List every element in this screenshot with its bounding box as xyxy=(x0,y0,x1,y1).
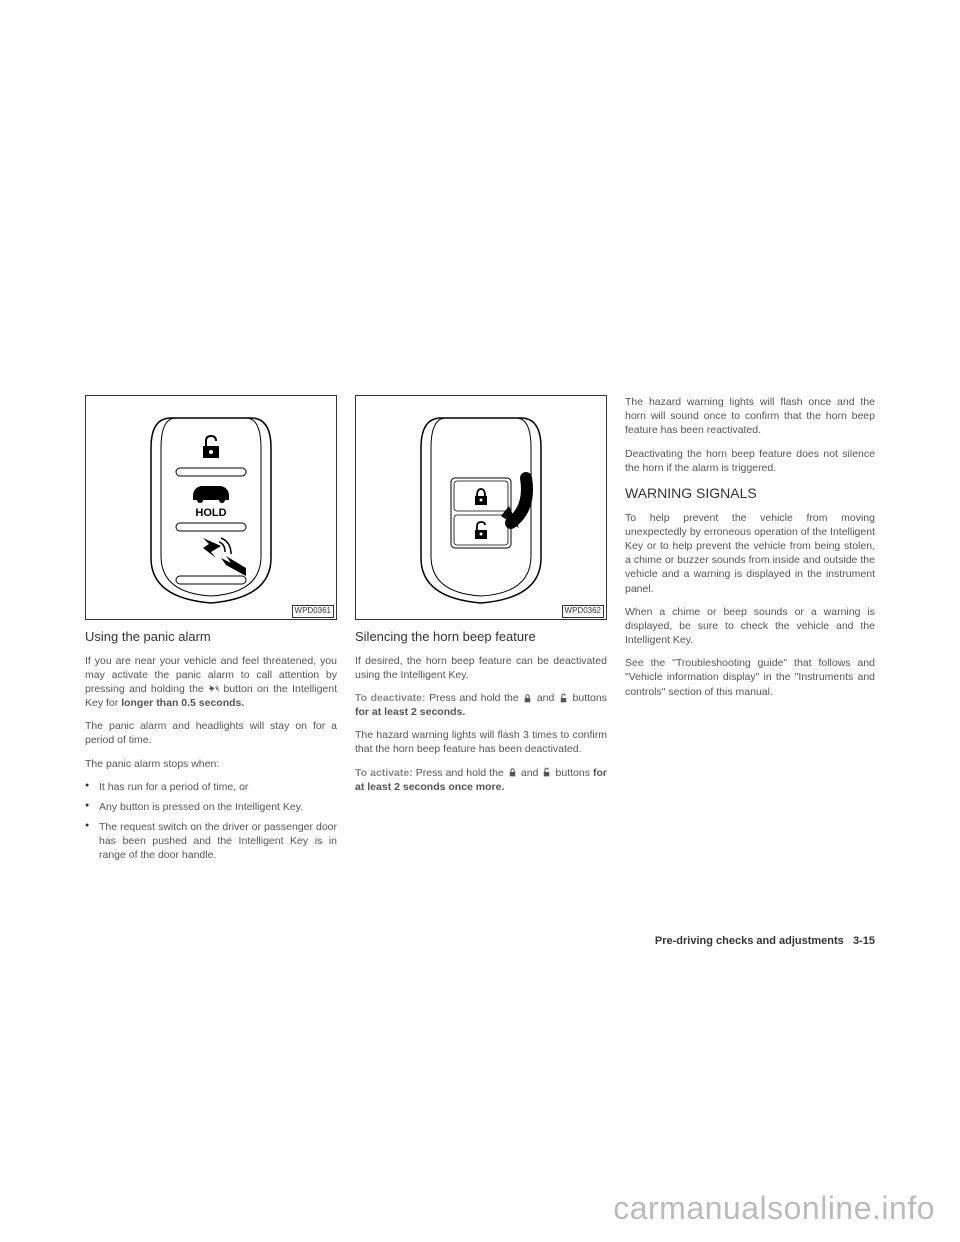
svg-text:HOLD: HOLD xyxy=(195,507,226,519)
para-c3-3: To help prevent the vehicle from moving … xyxy=(625,511,875,596)
unlock-icon xyxy=(558,693,569,704)
figure-horn-beep: WPD0362 xyxy=(355,395,607,620)
bullet-1: It has run for a period of time, or xyxy=(85,780,337,794)
text-c2-2c: buttons xyxy=(573,692,607,704)
column-3: The hazard warning lights will flash onc… xyxy=(625,395,875,871)
unlock-icon xyxy=(541,767,552,778)
para-c3-2: Deactivating the horn beep feature does … xyxy=(625,447,875,475)
column-2: WPD0362 Silencing the horn beep feature … xyxy=(355,395,607,871)
heading-panic-alarm: Using the panic alarm xyxy=(85,628,337,646)
para-c3-1: The hazard warning lights will flash onc… xyxy=(625,395,875,438)
text-c2-2a: Press and hold the xyxy=(429,692,522,704)
text-c1-1-bold: longer than 0.5 seconds. xyxy=(121,697,244,709)
bullet-3: The request switch on the driver or pass… xyxy=(85,820,337,863)
watermark: carmanualsonline.info xyxy=(613,1190,935,1227)
bullet-list: It has run for a period of time, or Any … xyxy=(85,780,337,863)
heading-horn-beep: Silencing the horn beep feature xyxy=(355,628,607,646)
page-content: HOLD WPD0361 Using the panic alarm If yo… xyxy=(85,395,875,871)
text-deactivate: To deactivate: xyxy=(355,692,426,704)
footer-page: 3-15 xyxy=(853,935,875,947)
page-footer: Pre-driving checks and adjustments 3-15 xyxy=(655,935,875,947)
text-c2-2d: for at least 2 seconds. xyxy=(355,706,465,718)
text-activate: To activate: xyxy=(355,767,413,779)
para-c2-3: The hazard warning lights will flash 3 t… xyxy=(355,728,607,756)
lock-icon xyxy=(522,693,533,704)
figure-panic-alarm: HOLD WPD0361 xyxy=(85,395,337,620)
footer-section: Pre-driving checks and adjustments xyxy=(655,935,844,947)
text-c2-2b: and xyxy=(537,692,558,704)
column-1: HOLD WPD0361 Using the panic alarm If yo… xyxy=(85,395,337,871)
panic-icon xyxy=(208,684,219,695)
bullet-2: Any button is pressed on the Intelligent… xyxy=(85,800,337,814)
key-fob-illustration-1: HOLD xyxy=(131,408,291,608)
para-c3-5: See the "Troubleshooting guide" that fol… xyxy=(625,656,875,699)
para-c1-3: The panic alarm stops when: xyxy=(85,757,337,771)
figure-label-1: WPD0361 xyxy=(292,605,334,618)
lock-icon xyxy=(507,767,518,778)
para-c3-4: When a chime or beep sounds or a warning… xyxy=(625,605,875,648)
text-c2-4b: and xyxy=(521,767,542,779)
text-c2-4c: buttons xyxy=(556,767,594,779)
figure-label-2: WPD0362 xyxy=(562,605,604,618)
para-c1-2: The panic alarm and headlights will stay… xyxy=(85,719,337,747)
para-c1-1: If you are near your vehicle and feel th… xyxy=(85,654,337,711)
heading-warning-signals: WARNING SIGNALS xyxy=(625,484,875,503)
para-c2-1: If desired, the horn beep feature can be… xyxy=(355,654,607,682)
text-c2-4a: Press and hold the xyxy=(416,767,507,779)
key-fob-illustration-2 xyxy=(401,408,561,608)
para-c2-4: To activate: Press and hold the and butt… xyxy=(355,766,607,794)
para-c2-2: To deactivate: Press and hold the and bu… xyxy=(355,691,607,719)
